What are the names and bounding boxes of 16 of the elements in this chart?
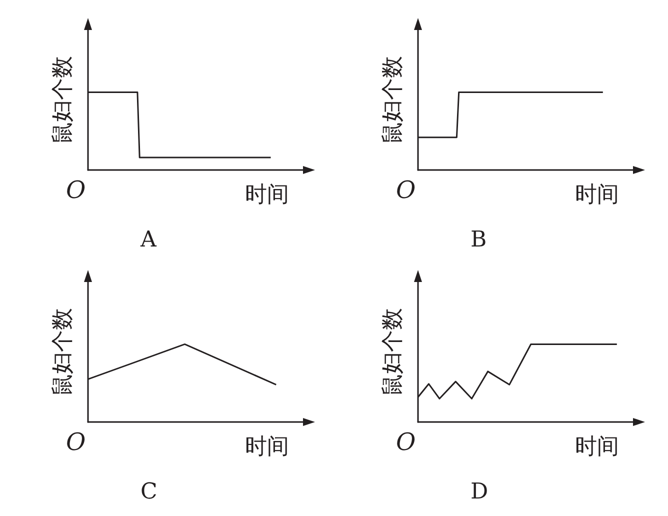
x-axis-title: 时间	[575, 434, 619, 460]
text: C	[140, 480, 158, 504]
text: A	[140, 228, 158, 252]
y-axis-title: 鼠妇个数	[50, 56, 76, 144]
x-axis-title: 时间	[245, 182, 289, 208]
text: O	[66, 176, 86, 204]
text: O	[396, 176, 416, 204]
x-axis-title: 时间	[245, 434, 289, 460]
x-axis-title: 时间	[575, 182, 619, 208]
text: O	[66, 428, 86, 456]
text: O	[396, 428, 416, 456]
y-axis-title: 鼠妇个数	[380, 56, 406, 144]
text: B	[470, 228, 487, 252]
y-axis-title: 鼠妇个数	[50, 308, 76, 396]
text: D	[470, 480, 488, 504]
y-axis-title: 鼠妇个数	[380, 308, 406, 396]
